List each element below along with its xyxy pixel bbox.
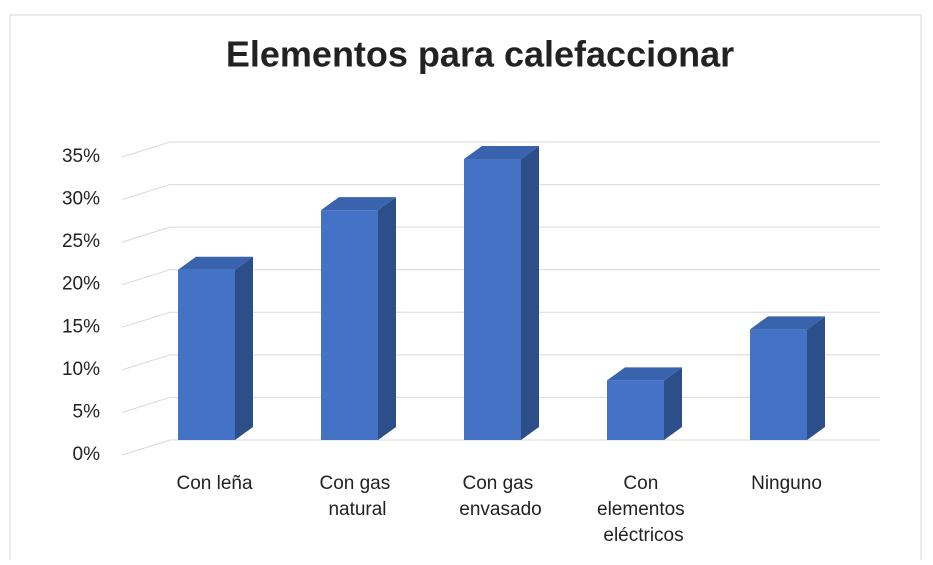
y-tick-label: 25% — [62, 231, 100, 252]
grid-line — [121, 269, 880, 286]
bar-top — [464, 146, 539, 160]
grid-line — [121, 184, 880, 201]
bar-side — [664, 367, 682, 440]
bar-side — [807, 316, 825, 440]
bar-top — [750, 316, 825, 330]
bar — [750, 329, 807, 440]
bar-top — [607, 367, 682, 381]
bar-top — [178, 256, 253, 270]
bar-side — [378, 197, 396, 440]
x-tick-label: Con gas natural — [319, 473, 395, 520]
bar-side — [235, 256, 253, 440]
x-tick-label: Con elementos eléctricos — [597, 473, 690, 546]
bar-top — [321, 197, 396, 211]
grid-line — [121, 354, 880, 371]
y-tick-label: 10% — [62, 359, 100, 380]
y-tick-label: 35% — [62, 146, 100, 167]
y-tick-label: 15% — [62, 316, 100, 337]
y-tick-label: 30% — [62, 189, 100, 210]
x-tick-label: Con gas envasado — [459, 473, 541, 520]
grid-line — [121, 141, 880, 158]
x-tick-label: Ninguno — [751, 473, 822, 494]
bar-side — [521, 146, 539, 440]
bar — [321, 210, 378, 440]
grid-line — [121, 311, 880, 328]
y-tick-label: 5% — [73, 401, 101, 422]
chart-title: Elementos para calefaccionar — [226, 34, 734, 75]
x-tick-label: Con leña — [176, 473, 252, 494]
bar — [178, 269, 235, 440]
bar — [464, 159, 521, 440]
y-tick-label: 20% — [62, 274, 100, 295]
bar — [607, 380, 664, 440]
grid-line — [121, 226, 880, 243]
y-tick-label: 0% — [73, 444, 101, 465]
